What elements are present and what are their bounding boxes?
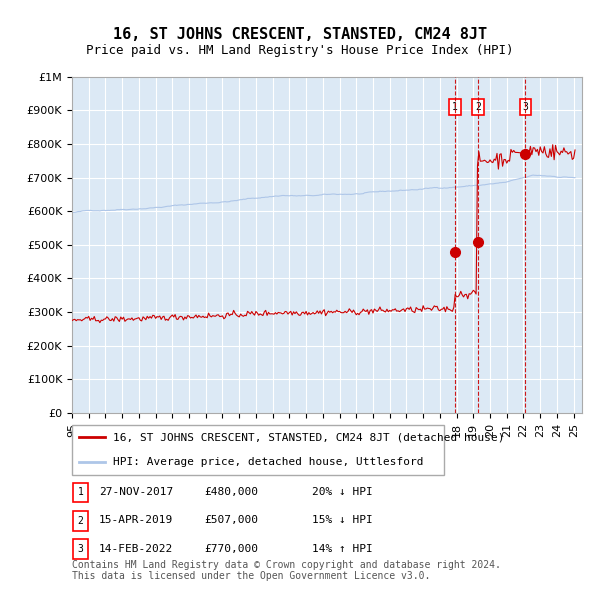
Text: 15-APR-2019: 15-APR-2019	[99, 516, 173, 526]
Text: Price paid vs. HM Land Registry's House Price Index (HPI): Price paid vs. HM Land Registry's House …	[86, 44, 514, 57]
Text: £480,000: £480,000	[204, 487, 258, 497]
Text: 1: 1	[77, 487, 83, 497]
FancyBboxPatch shape	[73, 483, 88, 503]
Text: 2: 2	[475, 102, 481, 112]
Text: 14% ↑ HPI: 14% ↑ HPI	[312, 544, 373, 554]
Text: 20% ↓ HPI: 20% ↓ HPI	[312, 487, 373, 497]
FancyBboxPatch shape	[73, 511, 88, 531]
Text: 16, ST JOHNS CRESCENT, STANSTED, CM24 8JT: 16, ST JOHNS CRESCENT, STANSTED, CM24 8J…	[113, 27, 487, 41]
Text: HPI: Average price, detached house, Uttlesford: HPI: Average price, detached house, Uttl…	[113, 457, 424, 467]
Text: 15% ↓ HPI: 15% ↓ HPI	[312, 516, 373, 526]
Text: 27-NOV-2017: 27-NOV-2017	[99, 487, 173, 497]
Text: 16, ST JOHNS CRESCENT, STANSTED, CM24 8JT (detached house): 16, ST JOHNS CRESCENT, STANSTED, CM24 8J…	[113, 432, 505, 442]
Text: 1: 1	[452, 102, 458, 112]
FancyBboxPatch shape	[73, 539, 88, 559]
Text: 3: 3	[77, 544, 83, 554]
Text: £770,000: £770,000	[204, 544, 258, 554]
Text: 3: 3	[523, 102, 529, 112]
FancyBboxPatch shape	[72, 425, 444, 475]
Text: 2: 2	[77, 516, 83, 526]
Text: Contains HM Land Registry data © Crown copyright and database right 2024.
This d: Contains HM Land Registry data © Crown c…	[72, 559, 501, 581]
Text: £507,000: £507,000	[204, 516, 258, 526]
Text: 14-FEB-2022: 14-FEB-2022	[99, 544, 173, 554]
